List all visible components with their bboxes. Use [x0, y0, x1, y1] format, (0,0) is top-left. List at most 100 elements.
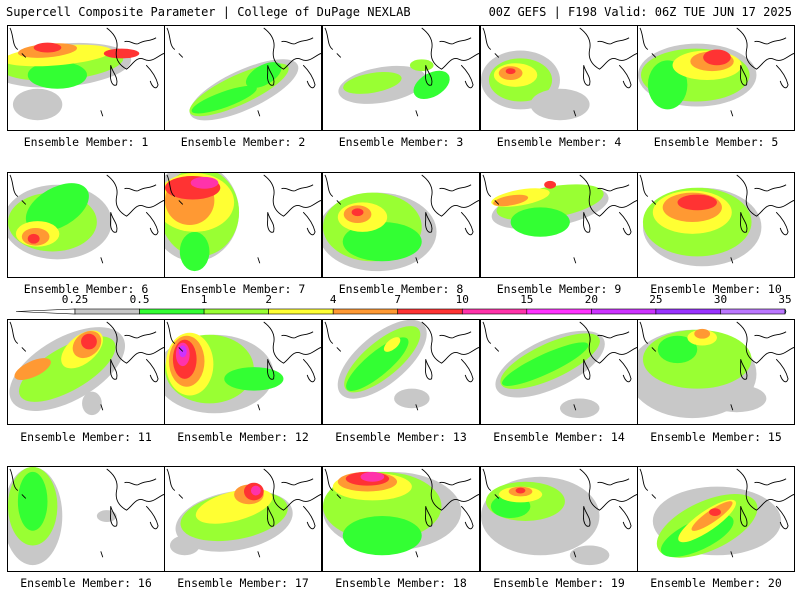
legend-swatch	[74, 308, 140, 315]
ensemble-map-6-plot	[8, 174, 164, 264]
scp-contour-orange	[694, 328, 711, 339]
geographic-outlines	[639, 27, 794, 117]
scp-contour-gray	[82, 391, 102, 416]
legend-tick-label: 30	[713, 293, 728, 306]
geographic-outlines	[9, 27, 164, 117]
color-legend-bar	[15, 308, 787, 315]
ensemble-map-10-plot	[639, 174, 794, 267]
legend-swatch	[591, 308, 657, 315]
ensemble-map-4	[480, 25, 638, 131]
ensemble-member-label: Ensemble Member: 11	[20, 430, 152, 444]
scp-contour-gray	[394, 388, 430, 409]
ensemble-map-19-plot	[481, 468, 637, 566]
ensemble-map-17-plot	[166, 468, 321, 558]
ensemble-map-13	[322, 319, 480, 425]
scp-contour-gray	[169, 535, 200, 556]
ensemble-map-14-plot	[482, 321, 637, 419]
ensemble-member-label: Ensemble Member: 7	[180, 282, 306, 296]
legend-tick-label: 0.5	[129, 293, 150, 306]
ensemble-map-6	[7, 172, 165, 278]
scp-contour-red	[81, 333, 97, 350]
ensemble-map-1	[7, 25, 165, 131]
scp-contour-lightgreen	[409, 59, 434, 72]
geographic-outlines	[639, 174, 794, 264]
ensemble-map-13-plot	[324, 320, 479, 411]
scp-contour-purple	[178, 345, 187, 358]
ensemble-member-label: Ensemble Member: 12	[177, 430, 309, 444]
scp-contour-red	[515, 487, 526, 494]
scp-contour-green	[179, 231, 210, 272]
geographic-outlines	[639, 468, 794, 558]
scp-contour-green	[342, 222, 422, 262]
ensemble-map-8-plot	[323, 174, 479, 272]
ensemble-member-label: Ensemble Member: 19	[493, 576, 625, 590]
ensemble-map-10	[637, 172, 795, 278]
ensemble-member-label: Ensemble Member: 5	[653, 135, 779, 149]
ensemble-member-label: Ensemble Member: 20	[650, 576, 782, 590]
legend-swatch	[268, 308, 334, 315]
legend-tick-label: 0.25	[61, 293, 89, 306]
scp-contour-orange	[493, 194, 529, 207]
geographic-outlines	[482, 174, 637, 264]
scp-contour-gray	[12, 88, 63, 121]
geographic-outlines	[639, 321, 794, 411]
geographic-outlines	[166, 468, 321, 558]
scp-contour-magenta	[360, 471, 385, 482]
legend-tick-label: 35	[778, 293, 792, 306]
color-legend: 0.25 0.5 1 2 4 7 10 15 20 25 30 35	[0, 293, 800, 322]
ensemble-map-15	[637, 319, 795, 425]
geographic-outlines	[9, 321, 164, 411]
ensemble-map-20	[637, 466, 795, 572]
ensemble-map-7-plot	[165, 173, 321, 272]
ensemble-map-1-plot	[8, 27, 164, 121]
ensemble-member-label: Ensemble Member: 18	[335, 576, 467, 590]
scp-contour-red	[505, 68, 516, 75]
ensemble-map-8	[322, 172, 480, 278]
ensemble-member-label: Ensemble Member: 15	[650, 430, 782, 444]
ensemble-map-2-plot	[166, 27, 321, 121]
ensemble-map-4-plot	[481, 27, 637, 121]
ensemble-map-5	[637, 25, 795, 131]
ensemble-map-20-plot	[639, 468, 794, 558]
ensemble-map-15-plot	[638, 321, 794, 419]
ensemble-map-16-plot	[8, 467, 164, 566]
ensemble-map-18	[322, 466, 480, 572]
ensemble-member-label: Ensemble Member: 17	[177, 576, 309, 590]
chart-title: Supercell Composite Parameter | College …	[6, 5, 411, 19]
scp-contour-red	[33, 42, 62, 53]
geographic-outlines	[482, 468, 637, 558]
ensemble-member-label: Ensemble Member: 16	[20, 576, 152, 590]
ensemble-map-12	[164, 319, 322, 425]
legend-tick-label: 2	[265, 293, 272, 306]
legend-tick-label: 7	[394, 293, 402, 306]
ensemble-member-label: Ensemble Member: 2	[180, 135, 306, 149]
legend-swatch	[332, 308, 399, 315]
ensemble-map-2	[164, 25, 322, 131]
ensemble-map-7	[164, 172, 322, 278]
scp-contour-red	[677, 194, 717, 211]
ensemble-map-14	[480, 319, 638, 425]
legend-swatch	[784, 308, 787, 315]
scp-contour-green	[224, 367, 284, 391]
geographic-outlines	[166, 174, 321, 264]
legend-swatch	[203, 308, 269, 315]
scp-contour-red	[703, 49, 731, 66]
geographic-outlines	[9, 174, 164, 264]
scp-contour-gray	[707, 384, 767, 413]
ensemble-map-9-plot	[482, 174, 637, 264]
ensemble-map-12-plot	[165, 321, 321, 414]
ensemble-member-label: Ensemble Member: 4	[496, 135, 622, 149]
legend-swatch	[720, 308, 786, 315]
legend-tick-label: 1	[200, 293, 208, 306]
scp-contour-green	[510, 207, 570, 237]
scp-contour-green	[657, 335, 698, 364]
geographic-outlines	[324, 468, 479, 558]
scp-contour-green	[27, 61, 87, 89]
ensemble-member-label: Ensemble Member: 6	[23, 282, 149, 296]
ensemble-member-label: Ensemble Member: 14	[493, 430, 625, 444]
scp-contour-green	[502, 342, 589, 386]
ensemble-member-label: Ensemble Member: 8	[338, 282, 464, 296]
scp-contour-yellow	[383, 337, 401, 352]
scp-contour-lightgreen	[343, 71, 402, 94]
scp-contour-green	[245, 62, 282, 89]
